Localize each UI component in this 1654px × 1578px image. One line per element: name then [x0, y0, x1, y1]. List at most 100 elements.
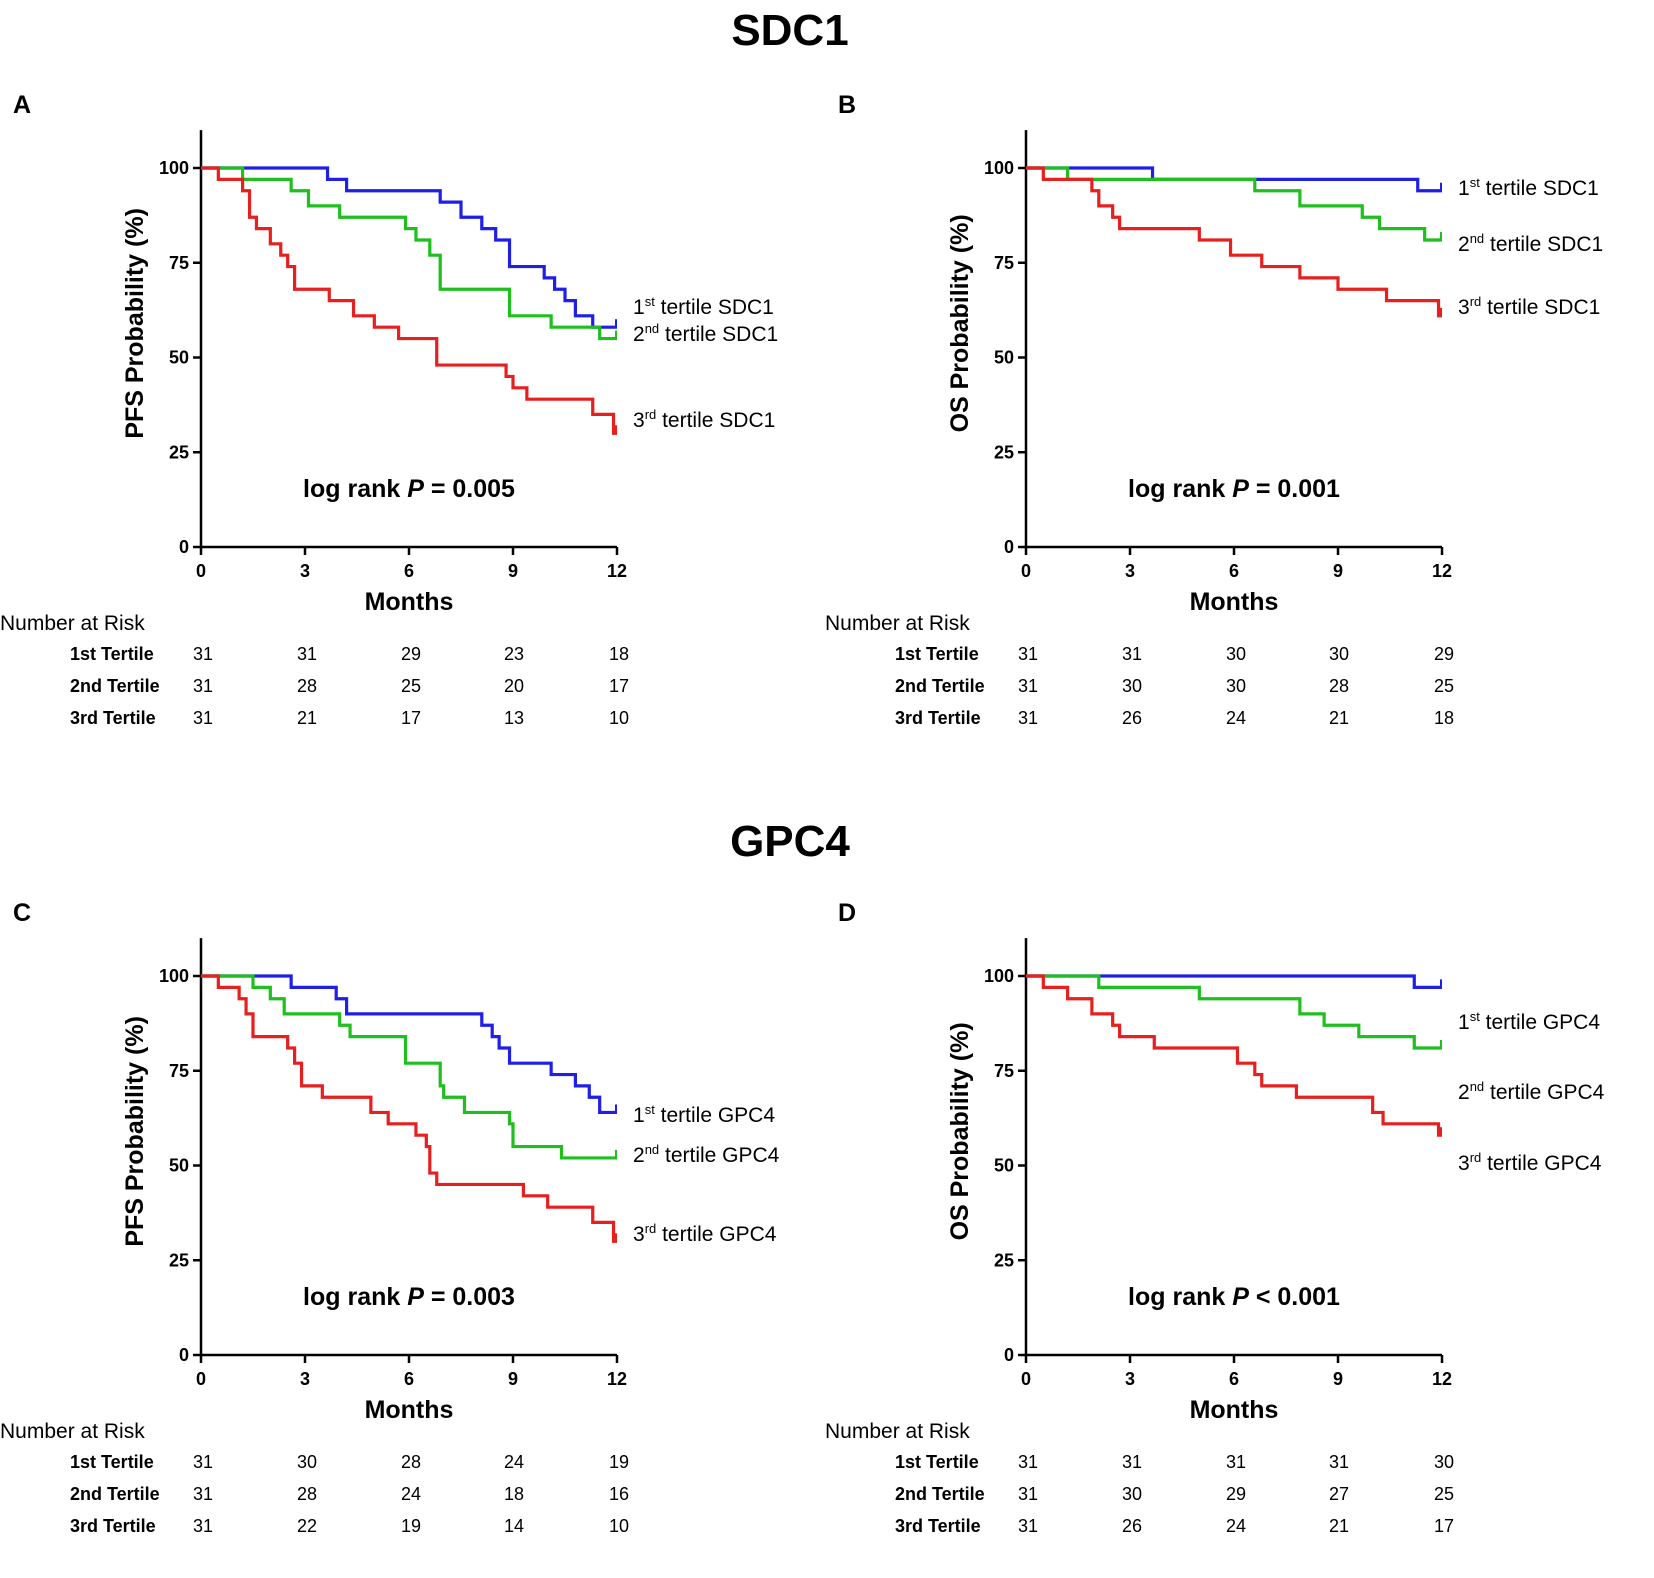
legend-label: 2nd tertile GPC4: [1458, 1079, 1605, 1104]
y-tick-label: 25: [169, 442, 189, 462]
y-tick-label: 50: [169, 1156, 189, 1176]
risk-table-title: Number at Risk: [0, 612, 145, 635]
risk-value: 31: [193, 644, 213, 664]
risk-value: 28: [297, 676, 317, 696]
risk-value: 31: [1226, 1452, 1246, 1472]
risk-value: 25: [1434, 676, 1454, 696]
risk-row-label: 2nd Tertile: [70, 1484, 160, 1504]
survival-curve: [201, 166, 617, 341]
risk-value: 16: [609, 1484, 629, 1504]
x-axis-title: Months: [1190, 1396, 1279, 1424]
risk-value: 31: [1018, 676, 1038, 696]
y-tick-label: 75: [169, 253, 189, 273]
legend-label: 3rd tertile SDC1: [1458, 294, 1600, 319]
x-tick-label: 12: [607, 561, 627, 581]
risk-row-label: 3rd Tertile: [895, 708, 981, 728]
risk-value: 30: [1122, 676, 1142, 696]
x-tick-label: 3: [1125, 1369, 1135, 1389]
risk-value: 31: [1122, 644, 1142, 664]
survival-curve: [1026, 974, 1442, 1137]
survival-curve: [1026, 974, 1442, 989]
x-tick-label: 3: [300, 1369, 310, 1389]
risk-value: 24: [504, 1452, 524, 1472]
risk-value: 10: [609, 708, 629, 728]
panel-letter: D: [838, 899, 856, 927]
risk-row-label: 1st Tertile: [70, 644, 154, 664]
risk-value: 31: [193, 1484, 213, 1504]
legend-label: 1st tertile SDC1: [1458, 175, 1599, 200]
y-tick-label: 75: [169, 1061, 189, 1081]
risk-value: 28: [1329, 676, 1349, 696]
risk-value: 13: [504, 708, 524, 728]
legend-label: 3rd tertile GPC4: [1458, 1150, 1602, 1175]
risk-row-label: 2nd Tertile: [70, 676, 160, 696]
survival-curve: [1026, 166, 1442, 318]
risk-row-label: 3rd Tertile: [895, 1516, 981, 1536]
x-axis-title: Months: [365, 588, 454, 616]
risk-value: 31: [193, 676, 213, 696]
risk-value: 31: [1018, 1516, 1038, 1536]
x-tick-label: 12: [1432, 1369, 1452, 1389]
y-axis-title: PFS Probability (%): [121, 208, 149, 439]
y-tick-label: 100: [984, 158, 1014, 178]
risk-value: 21: [1329, 708, 1349, 728]
survival-curve: [201, 974, 617, 1160]
risk-row-label: 2nd Tertile: [895, 1484, 985, 1504]
risk-value: 31: [297, 644, 317, 664]
risk-value: 24: [401, 1484, 421, 1504]
risk-row-label: 1st Tertile: [70, 1452, 154, 1472]
x-tick-label: 0: [196, 1369, 206, 1389]
risk-value: 20: [504, 676, 524, 696]
x-axis-title: Months: [365, 1396, 454, 1424]
y-tick-label: 50: [994, 1156, 1014, 1176]
log-rank-annotation: log rank P < 0.001: [1128, 1283, 1340, 1311]
risk-table-title: Number at Risk: [825, 1420, 970, 1443]
x-tick-label: 0: [196, 561, 206, 581]
risk-value: 29: [1434, 644, 1454, 664]
x-tick-label: 12: [607, 1369, 627, 1389]
risk-value: 26: [1122, 708, 1142, 728]
y-tick-label: 0: [179, 537, 189, 557]
risk-value: 31: [1018, 708, 1038, 728]
y-tick-label: 25: [994, 1250, 1014, 1270]
risk-value: 25: [1434, 1484, 1454, 1504]
y-tick-label: 0: [179, 1345, 189, 1365]
risk-row-label: 3rd Tertile: [70, 1516, 156, 1536]
x-tick-label: 12: [1432, 561, 1452, 581]
y-tick-label: 100: [984, 966, 1014, 986]
y-tick-label: 50: [994, 348, 1014, 368]
y-tick-label: 100: [159, 966, 189, 986]
risk-value: 31: [1018, 1484, 1038, 1504]
risk-row-label: 1st Tertile: [895, 1452, 979, 1472]
section-title: GPC4: [730, 817, 850, 866]
km-panel-d: D 0 25 50 75 100 0 3 6 9 12 Months OS Probability (%…: [825, 899, 1605, 1536]
risk-value: 31: [1122, 1452, 1142, 1472]
risk-value: 27: [1329, 1484, 1349, 1504]
risk-value: 31: [193, 1516, 213, 1536]
risk-row-label: 3rd Tertile: [70, 708, 156, 728]
survival-curve: [1026, 166, 1442, 193]
x-axis-title: Months: [1190, 588, 1279, 616]
y-axis-title: OS Probability (%): [946, 214, 974, 432]
risk-value: 31: [1018, 644, 1038, 664]
legend-label: 1st tertile GPC4: [633, 1102, 775, 1127]
risk-value: 30: [1434, 1452, 1454, 1472]
risk-value: 30: [1226, 644, 1246, 664]
risk-value: 31: [193, 708, 213, 728]
risk-value: 19: [609, 1452, 629, 1472]
y-tick-label: 75: [994, 253, 1014, 273]
risk-value: 18: [609, 644, 629, 664]
log-rank-annotation: log rank P = 0.003: [303, 1283, 515, 1311]
risk-value: 17: [609, 676, 629, 696]
y-tick-label: 50: [169, 348, 189, 368]
legend-label: 2nd tertile GPC4: [633, 1142, 780, 1167]
risk-value: 31: [1018, 1452, 1038, 1472]
y-axis-title: PFS Probability (%): [121, 1016, 149, 1247]
risk-value: 28: [401, 1452, 421, 1472]
risk-value: 17: [401, 708, 421, 728]
risk-value: 24: [1226, 1516, 1246, 1536]
km-panel-b: B 0 25 50 75 100 0 3 6 9 12 Months OS Probability (%…: [825, 91, 1603, 728]
risk-value: 25: [401, 676, 421, 696]
risk-value: 31: [1329, 1452, 1349, 1472]
legend-label: 1st tertile SDC1: [633, 294, 774, 319]
